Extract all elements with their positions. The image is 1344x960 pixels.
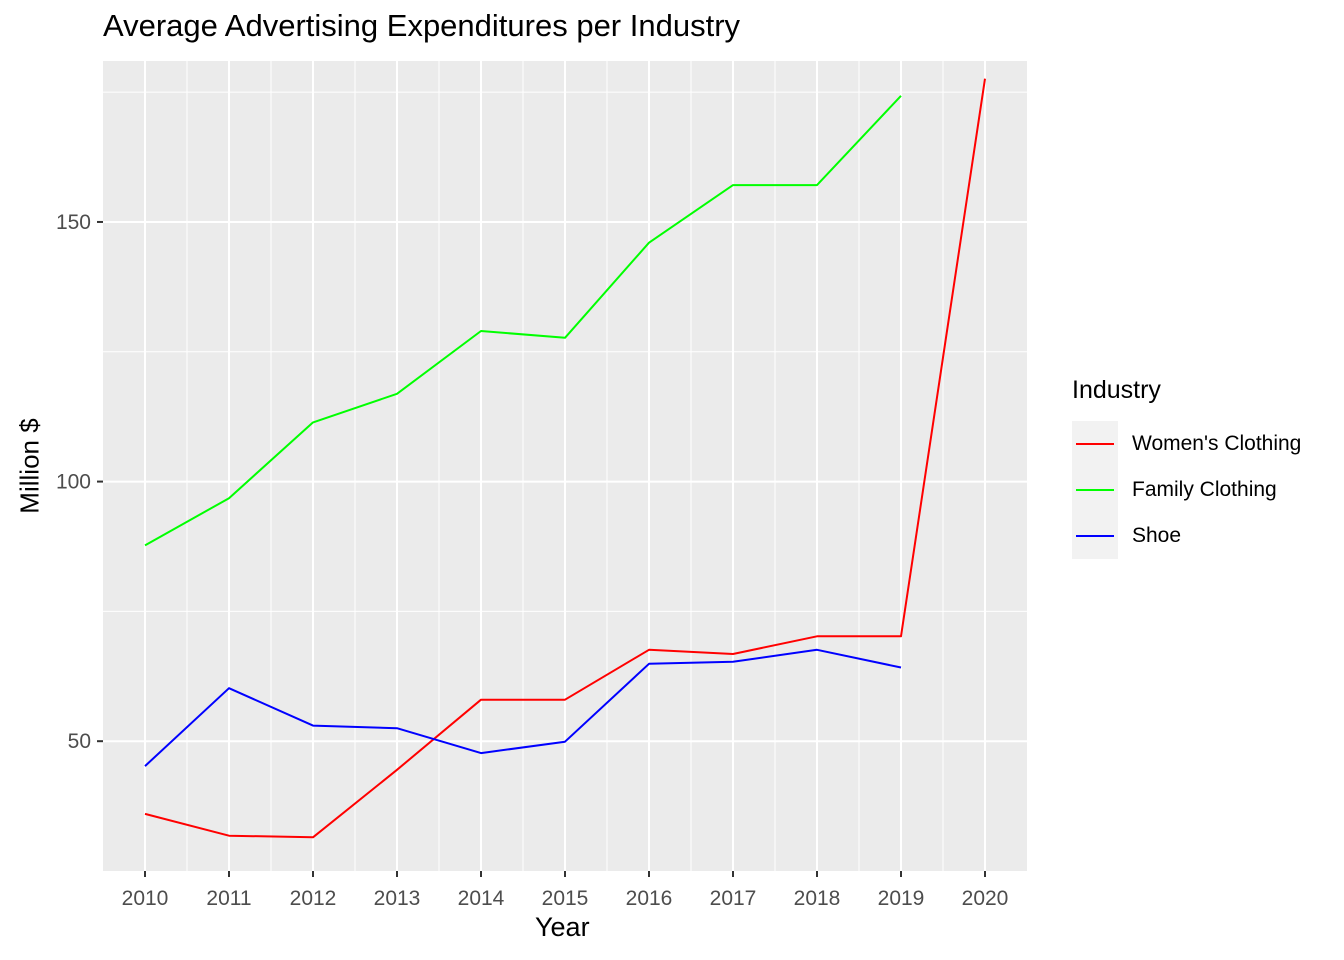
x-tick-label: 2013 <box>374 887 421 910</box>
series-line-shoe <box>144 648 902 767</box>
series-layer <box>144 78 986 839</box>
series-line-women-s-clothing <box>144 78 986 839</box>
legend-item-family-clothing: Family Clothing <box>1072 467 1344 513</box>
grid-major <box>103 61 1027 871</box>
x-tick-label: 2019 <box>878 887 925 910</box>
legend-key <box>1072 513 1118 559</box>
y-tick-label: 150 <box>56 211 91 234</box>
y-axis-label: Million $ <box>14 418 45 514</box>
x-tick-label: 2011 <box>206 887 251 910</box>
y-tick-label: 50 <box>68 730 91 753</box>
x-tick-label: 2016 <box>626 887 673 910</box>
x-tick-label: 2012 <box>290 887 337 910</box>
x-tick-label: 2018 <box>794 887 841 910</box>
x-tick-label: 2014 <box>458 887 505 910</box>
legend-line-icon <box>1076 489 1114 491</box>
legend-label: Shoe <box>1132 524 1182 547</box>
x-axis-label: Year <box>535 912 590 942</box>
x-tick-label: 2020 <box>962 887 1009 910</box>
x-tick-label: 2017 <box>710 887 757 910</box>
legend-label: Family Clothing <box>1132 478 1277 501</box>
legend-line-icon <box>1076 443 1114 445</box>
y-tick-label: 100 <box>56 471 91 494</box>
chart-title: Average Advertising Expenditures per Ind… <box>103 8 741 43</box>
x-tick-label: 2015 <box>542 887 589 910</box>
legend-key <box>1072 467 1118 513</box>
y-axis-ticks: 50 100 150 <box>56 211 103 753</box>
legend-key <box>1072 421 1118 467</box>
legend-item-shoe: Shoe <box>1072 513 1344 559</box>
legend-label: Women's Clothing <box>1132 432 1302 455</box>
series-line-family-clothing <box>144 95 902 547</box>
legend-line-icon <box>1076 535 1114 537</box>
x-axis-ticks: 2010 2011 2012 2013 2014 2015 2016 2017 2018 2019… <box>122 871 1009 910</box>
x-tick-label: 2010 <box>122 887 169 910</box>
legend-title: Industry <box>1072 376 1161 404</box>
legend-item-womens-clothing: Women's Clothing <box>1072 421 1344 467</box>
